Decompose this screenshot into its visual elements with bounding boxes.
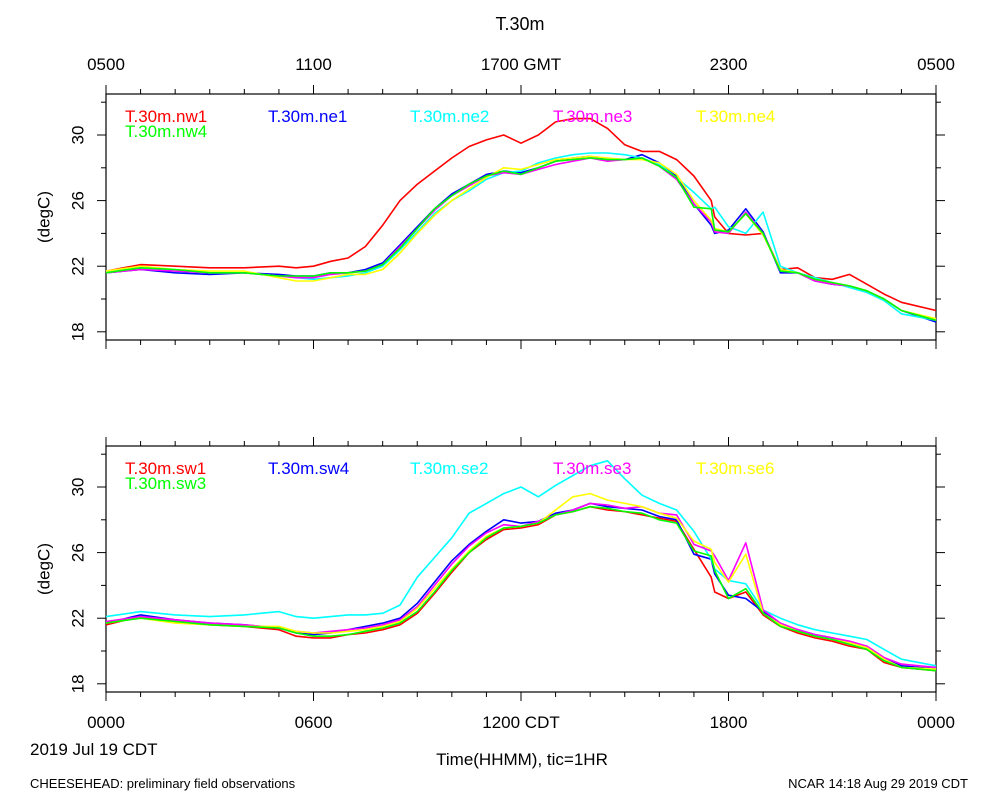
x-tick-label: 1200 CDT [482, 713, 559, 732]
y-tick-label: 26 [69, 543, 88, 562]
legend-entry: T.30m.nw1 [125, 107, 207, 126]
legend-entry: T.30m.se3 [553, 459, 631, 478]
footer-left: CHEESEHEAD: preliminary field observatio… [30, 776, 296, 791]
series-line-T.30m.ne2 [105, 152, 937, 322]
y-tick-label: 22 [69, 257, 88, 276]
x-axis-label: Time(HHMM), tic=1HR [436, 750, 608, 769]
series-line-T.30m.ne3 [105, 157, 937, 322]
legend-entry: T.30m.se2 [410, 459, 488, 478]
x-tick-label: 1800 [710, 713, 748, 732]
y-tick-label: 30 [69, 478, 88, 497]
legend-entry: T.30m.ne1 [268, 107, 347, 126]
panel-2: 0000 0600 1200 CDT 1800 0000 18 22 26 30 (degC) T.… [35, 437, 955, 732]
x-tick-label: 0500 [87, 55, 125, 74]
legend-entry: T.30m.sw4 [268, 459, 349, 478]
legend-entry: T.30m.sw3 [125, 474, 206, 493]
y-tick-label: 18 [69, 674, 88, 693]
date-label: 2019 Jul 19 CDT [30, 740, 158, 759]
series-line-T.30m.se2 [105, 459, 937, 667]
y-tick-label: 22 [69, 609, 88, 628]
y-axis-label: (degC) [35, 191, 54, 243]
x-tick-label: 1700 GMT [481, 55, 561, 74]
series-line-T.30m.nw4 [105, 157, 937, 322]
x-tick-label: 0600 [295, 713, 333, 732]
series-line-T.30m.ne4 [105, 155, 937, 320]
y-axis-label: (degC) [35, 543, 54, 595]
legend-entry: T.30m.ne3 [553, 107, 632, 126]
plot-frame [105, 93, 937, 341]
panel-1: 0500 1100 1700 GMT 2300 0500 18 22 26 30 (degC) T.… [35, 55, 955, 349]
series-line-T.30m.se6 [105, 492, 937, 670]
legend-entry: T.30m.se6 [696, 459, 774, 478]
plot-frame [105, 445, 937, 693]
series-line-T.30m.sw3 [105, 505, 937, 672]
y-tick-label: 26 [69, 191, 88, 210]
legend-entry: T.30m.nw4 [125, 122, 207, 141]
y-tick-label: 18 [69, 322, 88, 341]
chart-panels: 0500 1100 1700 GMT 2300 0500 18 22 26 30 (degC) T.… [35, 55, 955, 732]
series-line-T.30m.nw1 [105, 117, 937, 312]
x-tick-label: 1100 [295, 55, 332, 74]
x-tick-label: 0000 [917, 713, 955, 732]
chart-title: T.30m [495, 14, 544, 34]
x-tick-label: 2300 [710, 55, 748, 74]
x-tick-label: 0000 [87, 713, 125, 732]
legend-entry: T.30m.ne4 [696, 107, 775, 126]
y-tick-label: 30 [69, 126, 88, 145]
x-tick-label: 0500 [917, 55, 955, 74]
legend-entry: T.30m.ne2 [410, 107, 489, 126]
series-line-T.30m.ne1 [105, 153, 937, 323]
legend-entry: T.30m.sw1 [125, 459, 206, 478]
footer-right: NCAR 14:18 Aug 29 2019 CDT [788, 776, 968, 791]
series-line-T.30m.sw1 [105, 505, 937, 672]
